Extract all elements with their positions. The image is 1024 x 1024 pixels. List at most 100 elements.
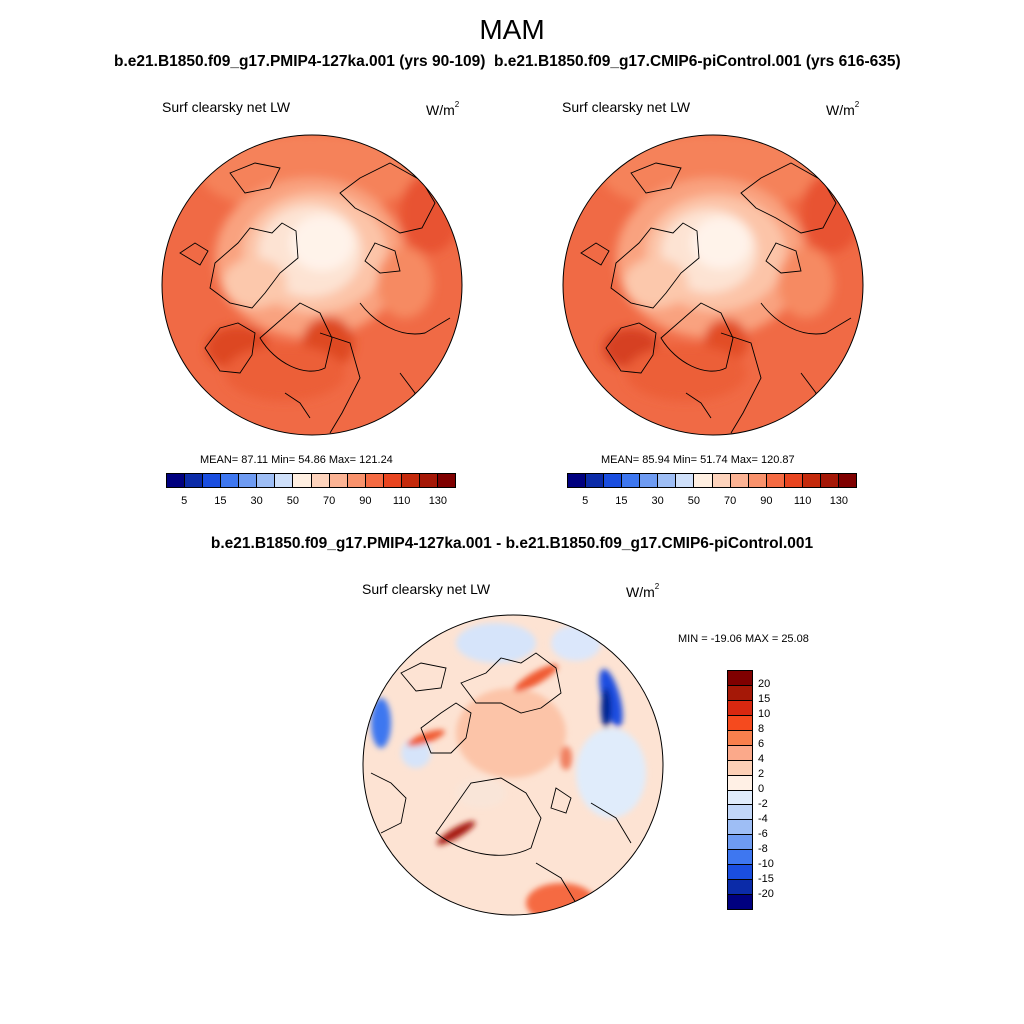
diff-colorbar-tick-label: -2 (758, 798, 768, 810)
panel-1-colorbar-swatch-3 (221, 474, 240, 487)
diff-minmax: MIN = -19.06 MAX = 25.08 (678, 633, 809, 645)
panel-2-colorbar-swatch-3 (622, 474, 641, 487)
panel-2-min-label: Min= (672, 454, 698, 466)
diff-colorbar-tick-label: -8 (758, 843, 768, 855)
diff-colorbar-tick-label: -20 (758, 888, 774, 900)
panel-2-colorbar-swatch-13 (802, 474, 821, 487)
diff-colorbar (727, 670, 753, 910)
panel-2-max-label: Max= (730, 454, 758, 466)
panel-2-units: W/m2 (826, 100, 860, 118)
panel-2-colorbar-tick-label: 30 (651, 495, 664, 507)
diff-variable: Surf clearsky net LW (362, 581, 491, 597)
panel-2-colorbar-swatch-15 (838, 474, 856, 487)
panel-2-colorbar-swatch-2 (604, 474, 623, 487)
panel-1-colorbar-tick-label: 70 (323, 495, 336, 507)
diff-colorbar-swatch-10 (728, 820, 752, 836)
panel-2-polar-map (562, 134, 864, 436)
panel-2-colorbar-swatch-4 (640, 474, 659, 487)
panel-2-colorbar-tick-label: 70 (724, 495, 737, 507)
panel-2-colorbar-tick-label: 50 (687, 495, 700, 507)
diff-colorbar-swatch-1 (728, 685, 752, 701)
diff-colorbar-swatch-4 (728, 730, 752, 746)
panel-2-colorbar-swatch-7 (694, 474, 713, 487)
panel-2-variable: Surf clearsky net LW (562, 99, 691, 115)
diff-colorbar-tick-label: -15 (758, 873, 774, 885)
panel-2-colorbar-tick-label: 110 (793, 495, 812, 507)
panel-1-colorbar-swatch-8 (311, 474, 330, 487)
diff-colorbar-swatch-3 (728, 715, 752, 731)
panel-2-colorbar-tick-label: 130 (829, 495, 849, 507)
panel-2-stats: MEAN= 85.94 Min= 51.74 Max= 120.87 (601, 454, 795, 466)
panel-2-colorbar-swatch-11 (766, 474, 785, 487)
diff-colorbar-swatch-14 (728, 880, 752, 896)
panel-1-colorbar-tick-label: 90 (359, 495, 372, 507)
panel-2-colorbar-labels: 5 15 30 50 70 90 110 130 (567, 495, 857, 509)
diff-colorbar-swatch-8 (728, 790, 752, 806)
diff-colorbar-swatch-2 (728, 700, 752, 716)
panel-2-mean-label: MEAN= (601, 454, 640, 466)
diff-units: W/m2 (626, 582, 660, 600)
season-title: MAM (479, 14, 545, 45)
diff-colorbar-tick-label: 6 (758, 738, 765, 750)
panel-1-colorbar-tick-label: 50 (286, 495, 299, 507)
panel-1-units: W/m2 (426, 100, 460, 118)
panel-1-colorbar-labels: 5 15 30 50 70 90 110 130 (166, 495, 456, 509)
diff-colorbar-tick-label: 20 (758, 678, 771, 690)
diff-colorbar-swatch-0 (728, 671, 752, 686)
panel-1-colorbar-swatch-14 (419, 474, 438, 487)
panel-1-colorbar-swatch-10 (347, 474, 366, 487)
panel-2-colorbar-swatch-5 (658, 474, 677, 487)
panel-1-colorbar-tick-label: 130 (428, 495, 448, 507)
panel-2-colorbar (567, 473, 857, 488)
panel-2-colorbar-swatch-12 (784, 474, 803, 487)
diff-colorbar-swatch-5 (728, 745, 752, 761)
panel-1-colorbar-swatch-5 (257, 474, 276, 487)
panel-1-colorbar-swatch-6 (275, 474, 294, 487)
panel-1-colorbar-swatch-9 (329, 474, 348, 487)
panel-2-colorbar-swatch-10 (748, 474, 767, 487)
panel-2-colorbar-swatch-9 (730, 474, 749, 487)
panel-2-colorbar-swatch-8 (712, 474, 731, 487)
panel-1-colorbar-swatch-0 (167, 474, 186, 487)
panel-2-max-value: 120.87 (760, 454, 795, 466)
panel-2-colorbar-swatch-1 (586, 474, 605, 487)
diff-colorbar-swatch-6 (728, 760, 752, 776)
panel-2-title: b.e21.B1850.f09_g17.CMIP6-piControl.001 … (494, 53, 901, 70)
diff-colorbar-tick-label: 15 (758, 693, 771, 705)
diff-title: b.e21.B1850.f09_g17.PMIP4-127ka.001 - b.… (210, 535, 814, 552)
panel-1-colorbar-swatch-13 (401, 474, 420, 487)
panel-1-colorbar-swatch-12 (383, 474, 402, 487)
panel-1-colorbar-swatch-7 (293, 474, 312, 487)
panel-2-colorbar-swatch-6 (676, 474, 695, 487)
panel-1-colorbar-tick-label: 15 (214, 495, 227, 507)
panel-2-mean-value: 85.94 (642, 454, 670, 466)
diff-colorbar-tick-label: 4 (758, 753, 765, 765)
panel-1-colorbar (166, 473, 456, 488)
panel-1-title: b.e21.B1850.f09_g17.PMIP4-127ka.001 (yrs… (114, 53, 486, 70)
panel-1-mean-value: 87.11 (241, 454, 268, 466)
diff-colorbar-tick-label: 10 (758, 708, 771, 720)
diff-colorbar-swatch-9 (728, 805, 752, 821)
diff-colorbar-tick-label: -10 (758, 858, 774, 870)
panel-1-colorbar-tick-label: 110 (392, 495, 411, 507)
diff-colorbar-tick-label: 2 (758, 768, 765, 780)
panel-1-stats: MEAN= 87.11 Min= 54.86 Max= 121.24 (200, 454, 393, 466)
panel-1-mean-label: MEAN= (200, 454, 239, 466)
panel-1-colorbar-swatch-4 (239, 474, 258, 487)
panel-1-min-value: 54.86 (298, 454, 326, 466)
diff-colorbar-swatch-7 (728, 775, 752, 791)
diff-colorbar-labels: 20 15 10 8 6 4 2 0 -2 -4 -6 -8 -10 -15 -20 (758, 670, 798, 910)
panel-1-colorbar-swatch-11 (365, 474, 384, 487)
panel-1-min-label: Min= (271, 454, 296, 466)
panel-2-colorbar-swatch-14 (820, 474, 839, 487)
panel-1-colorbar-swatch-15 (437, 474, 455, 487)
diff-colorbar-tick-label: 0 (758, 783, 765, 795)
panel-2-colorbar-tick-label: 15 (615, 495, 628, 507)
diff-polar-map (362, 614, 664, 916)
panel-2-colorbar-swatch-0 (568, 474, 587, 487)
diff-colorbar-swatch-13 (728, 865, 752, 881)
diff-colorbar-swatch-12 (728, 850, 752, 866)
diff-colorbar-tick-label: -6 (758, 828, 768, 840)
diff-colorbar-tick-label: -4 (758, 813, 768, 825)
diff-colorbar-swatch-11 (728, 835, 752, 851)
